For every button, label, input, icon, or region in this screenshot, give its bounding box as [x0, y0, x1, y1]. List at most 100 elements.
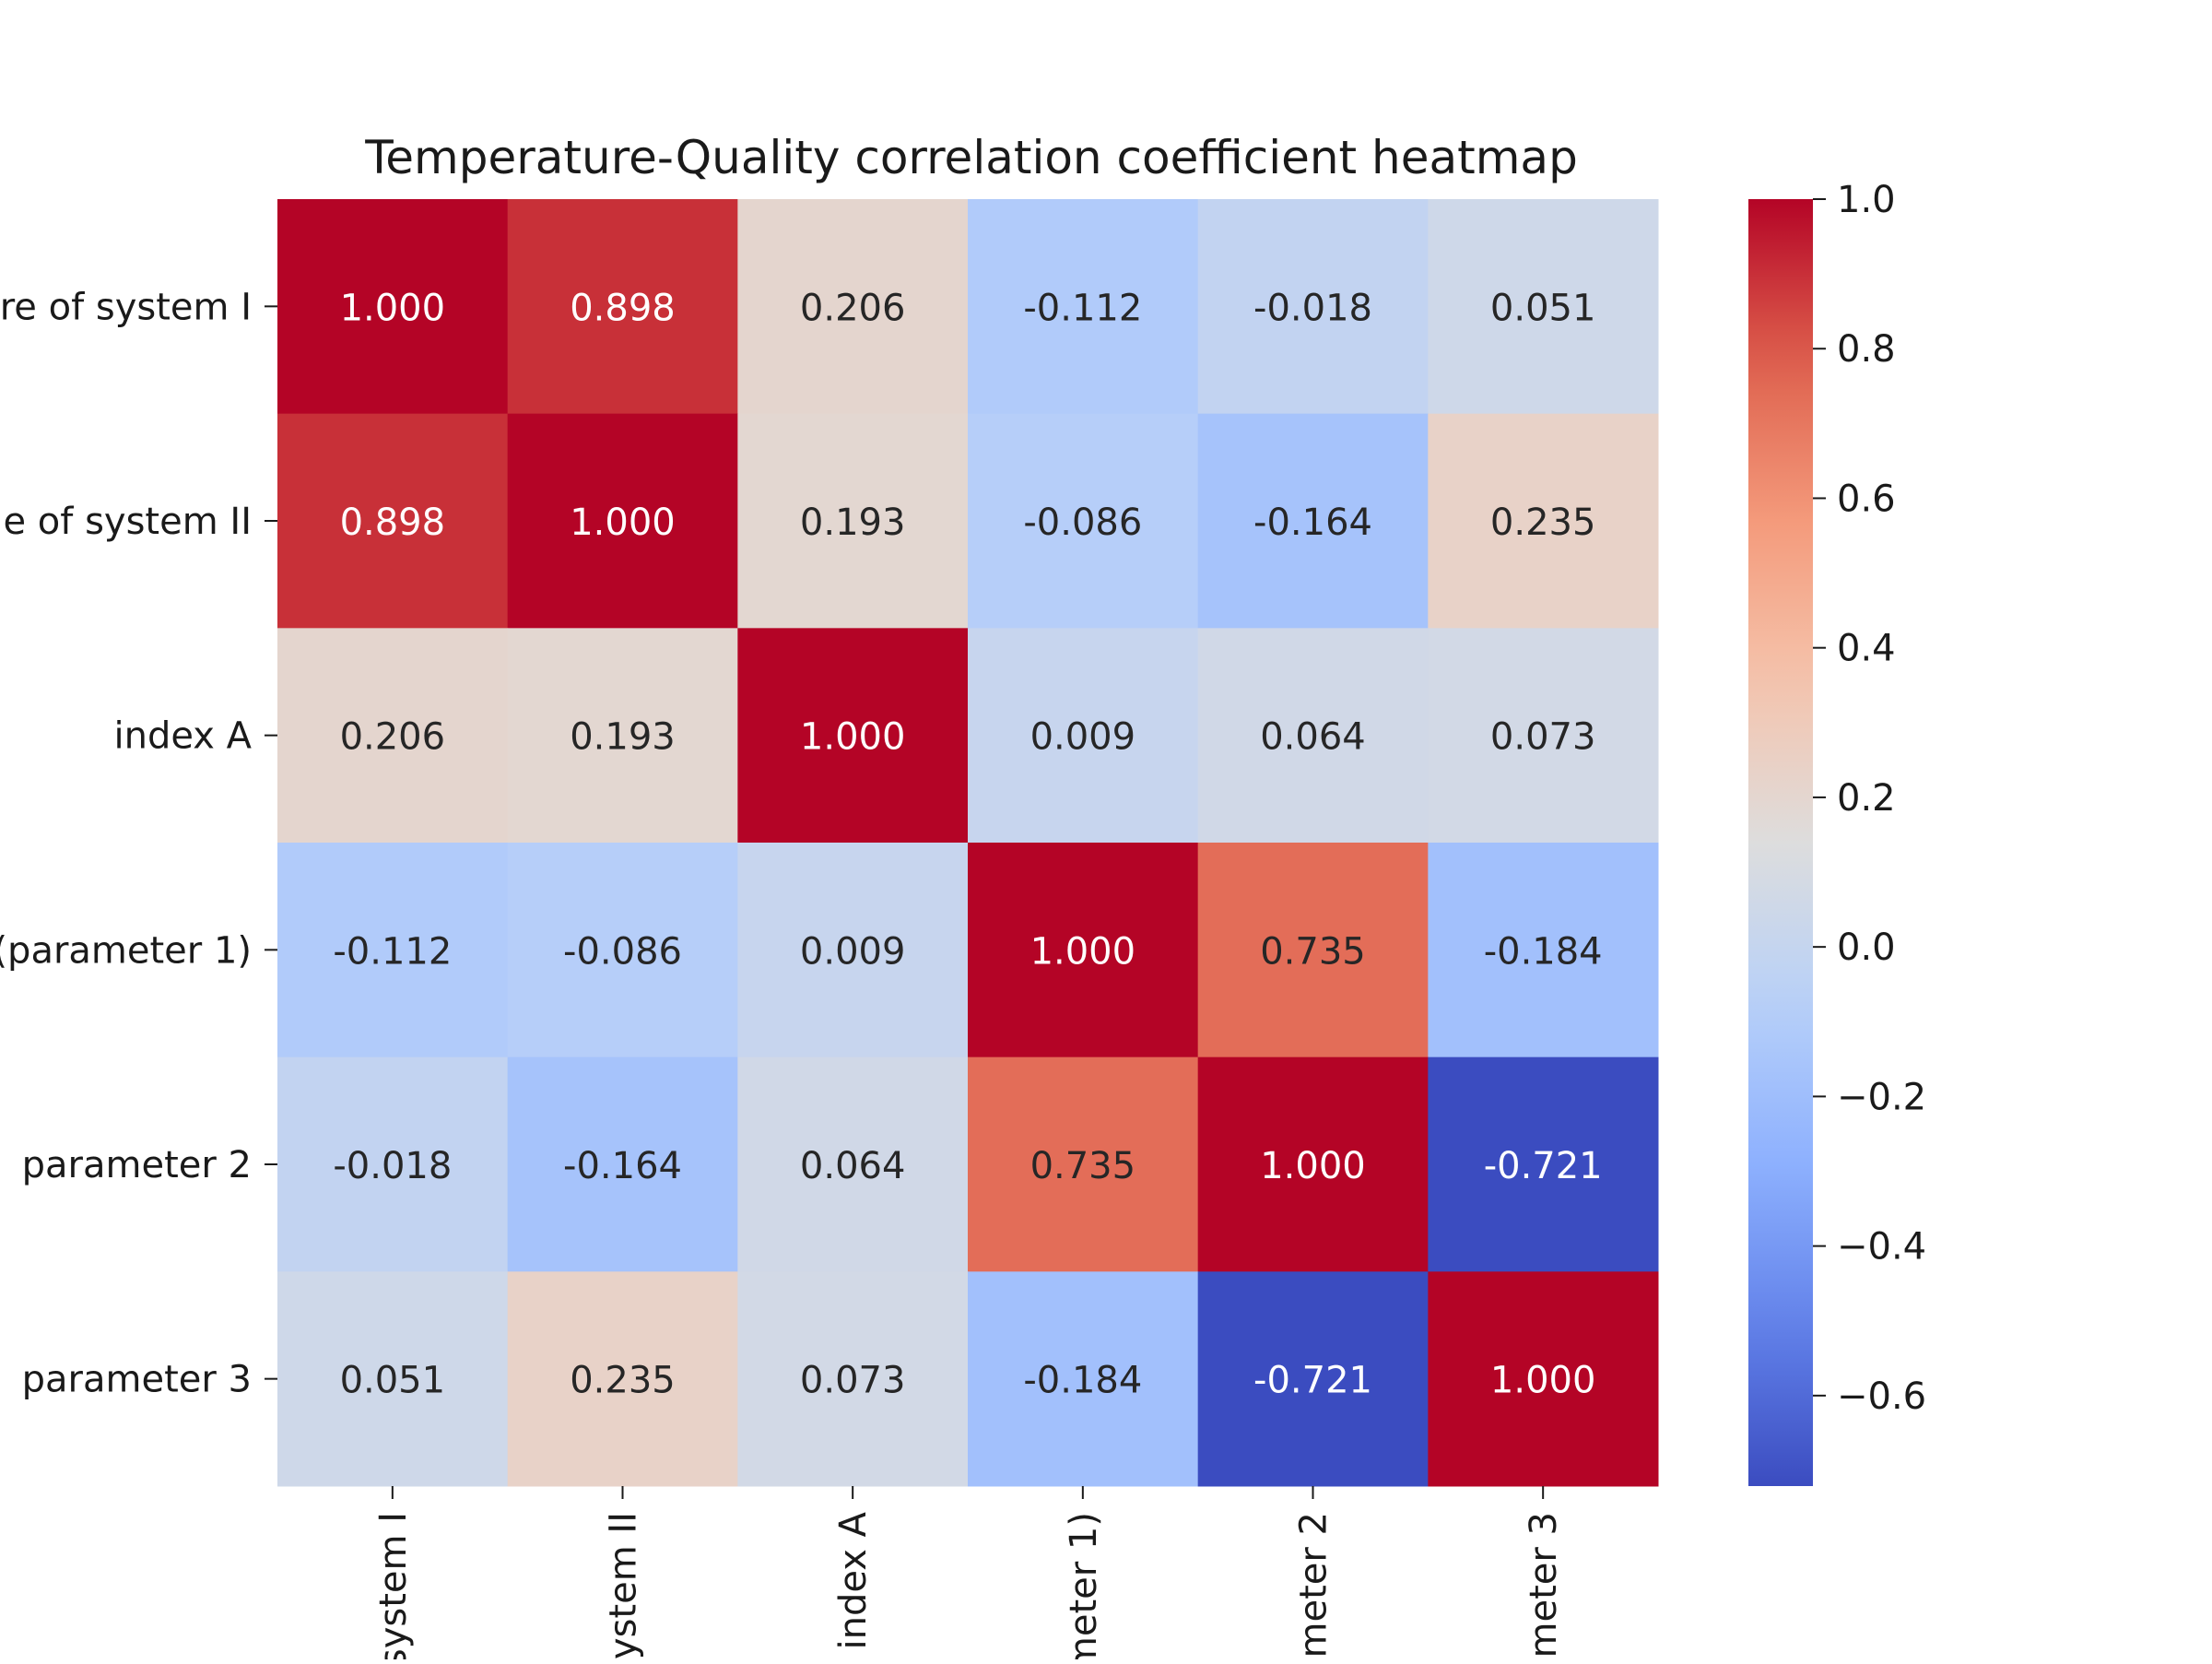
heatmap-cell [737, 413, 969, 629]
colorbar-gradient [1748, 199, 1813, 1486]
row-tick-label: parameter 3 [22, 1359, 252, 1401]
heatmap-cell [968, 843, 1199, 1058]
cell-value-label: -0.184 [1484, 930, 1603, 973]
cell-value-label: 0.193 [570, 716, 676, 759]
heatmap-cell [277, 413, 509, 629]
colorbar-tick-label: −0.6 [1837, 1375, 1926, 1418]
heatmap-cell [1428, 843, 1659, 1058]
row-tick-label: parameter 2 [22, 1144, 252, 1186]
heatmap-cell [1197, 628, 1429, 844]
cell-value-label: 0.735 [1260, 930, 1366, 973]
heatmap-cell [968, 1056, 1199, 1272]
column-tick-label: system I [372, 1512, 415, 1659]
heatmap-cell [277, 1271, 509, 1487]
heatmap-cell [507, 199, 738, 415]
cell-value-label: 1.000 [1490, 1360, 1596, 1402]
colorbar-tick-label: 0.6 [1837, 478, 1896, 520]
cell-value-label: 0.735 [1030, 1145, 1136, 1187]
cell-value-label: -0.086 [1023, 502, 1142, 544]
cell-value-label: -0.018 [333, 1145, 452, 1187]
heatmap-cell [737, 199, 969, 415]
cell-value-label: 1.000 [1030, 930, 1136, 973]
heatmap-cell [277, 1056, 509, 1272]
cell-value-label: -0.184 [1023, 1360, 1142, 1402]
heatmap-cell [737, 1056, 969, 1272]
heatmap-cell [737, 1271, 969, 1487]
cell-value-label: 1.000 [570, 502, 676, 544]
colorbar: 1.0 0.8 0.6 0.4 0.2 0.0 −0.2 −0.4 −0.6 [1748, 179, 1926, 1486]
cell-value-label: 1.000 [340, 287, 446, 329]
column-tick-label: meter 3 [1523, 1512, 1565, 1658]
heatmap-cell [507, 1271, 738, 1487]
heatmap-cell [277, 199, 509, 415]
colorbar-tick-label: 0.0 [1837, 926, 1896, 969]
cell-value-label: 0.051 [1490, 287, 1596, 329]
cell-value-label: 1.000 [800, 716, 906, 759]
heatmap-cell [1428, 199, 1659, 415]
cell-value-label: 0.206 [340, 716, 446, 759]
heatmap-cell [277, 843, 509, 1058]
heatmap-cell [1428, 1271, 1659, 1487]
heatmap-cell [968, 628, 1199, 844]
colorbar-tick-label: 1.0 [1837, 179, 1896, 221]
colorbar-tick-label: 0.2 [1837, 777, 1896, 820]
column-tick-label: meter 1) [1063, 1512, 1105, 1659]
cell-value-label: -0.721 [1253, 1360, 1372, 1402]
cell-value-label: 0.193 [800, 502, 906, 544]
cell-value-label: 0.235 [1490, 502, 1596, 544]
colorbar-tick-label: −0.4 [1837, 1226, 1926, 1269]
colorbar-tick-label: 0.4 [1837, 628, 1896, 670]
cell-value-label: -0.164 [563, 1145, 682, 1187]
heatmap-cell [507, 1056, 738, 1272]
cell-value-label: 1.000 [1260, 1145, 1366, 1187]
colorbar-tick-label: −0.2 [1837, 1076, 1926, 1118]
cell-value-label: -0.721 [1484, 1145, 1603, 1187]
chart-title: Temperature-Quality correlation coeffici… [364, 131, 1578, 184]
heatmap-cell [737, 843, 969, 1058]
cell-value-label: -0.112 [333, 930, 452, 973]
column-tick-labels: system I ystem II index A meter 1) meter 2 me… [372, 1486, 1565, 1664]
cell-value-label: 0.009 [1030, 716, 1136, 759]
cell-value-label: 0.206 [800, 287, 906, 329]
heatmap-cell [1197, 1056, 1429, 1272]
cell-value-label: 0.064 [1260, 716, 1366, 759]
column-tick-label: ystem II [603, 1512, 645, 1659]
cell-value-label: 0.898 [340, 502, 446, 544]
heatmap-cell [277, 628, 509, 844]
row-tick-labels: re of system I e of system II index A (para… [0, 286, 277, 1401]
cell-value-label: 0.073 [800, 1360, 906, 1402]
heatmap-cell [507, 843, 738, 1058]
heatmap-cell [1428, 413, 1659, 629]
heatmap-cell [1197, 1271, 1429, 1487]
heatmap-cell [1197, 843, 1429, 1058]
cell-value-label: -0.112 [1023, 287, 1142, 329]
heatmap-cell [968, 413, 1199, 629]
cell-value-label: -0.018 [1253, 287, 1372, 329]
heatmap-cell [968, 1271, 1199, 1487]
column-tick-label: index A [832, 1511, 875, 1649]
heatmap-cell [968, 199, 1199, 415]
heatmap-cell [1428, 1056, 1659, 1272]
row-tick-label: e of system II [3, 501, 252, 543]
heatmap-cell [507, 628, 738, 844]
cell-value-label: 0.898 [570, 287, 676, 329]
heatmap-cell [1197, 413, 1429, 629]
cell-value-label: 0.073 [1490, 716, 1596, 759]
cell-value-label: -0.164 [1253, 502, 1372, 544]
row-tick-label: re of system I [0, 286, 252, 328]
row-tick-label: index A [113, 715, 252, 758]
heatmap-cell [1197, 199, 1429, 415]
cell-value-label: 0.064 [800, 1145, 906, 1187]
cell-value-label: 0.051 [340, 1360, 446, 1402]
cell-value-label: 0.235 [570, 1360, 676, 1402]
cell-value-label: -0.086 [563, 930, 682, 973]
column-tick-label: meter 2 [1293, 1512, 1335, 1658]
heatmap-cell [507, 413, 738, 629]
row-tick-label: (parameter 1) [0, 929, 252, 972]
heatmap-cells: 1.000 0.898 0.206 -0.112 -0.018 0.051 0.898 1.0… [277, 199, 1659, 1487]
heatmap-cell [737, 628, 969, 844]
colorbar-tick-label: 0.8 [1837, 328, 1896, 371]
heatmap-cell [1428, 628, 1659, 844]
